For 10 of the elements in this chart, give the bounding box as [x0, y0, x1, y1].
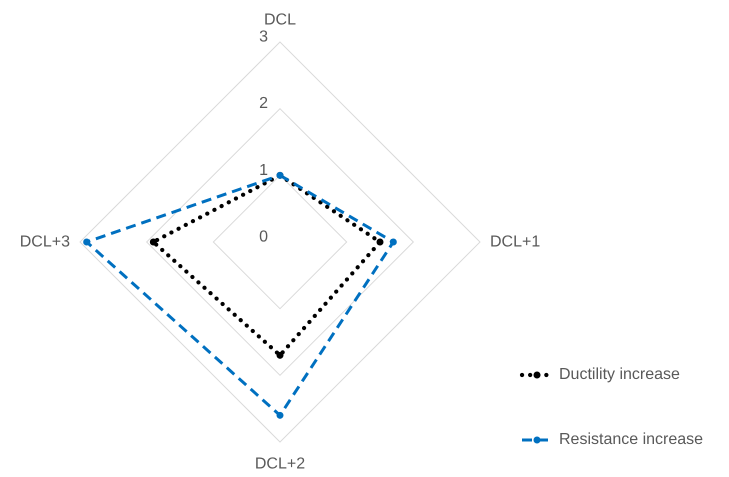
spoke-label: DCL+2: [254, 456, 306, 472]
y-tick-label: 1: [259, 162, 268, 179]
y-tick-label: 0: [259, 228, 268, 246]
spoke-label: DCL: [264, 12, 296, 28]
spoke-label: DCL+1: [490, 234, 540, 250]
legend-label: Ductility increase: [559, 366, 680, 384]
y-tick-label: 3: [259, 28, 268, 46]
legend-label: Resistance increase: [559, 431, 704, 449]
y-tick-label: 2: [259, 95, 268, 112]
spoke-label: DCL+3: [20, 234, 70, 250]
